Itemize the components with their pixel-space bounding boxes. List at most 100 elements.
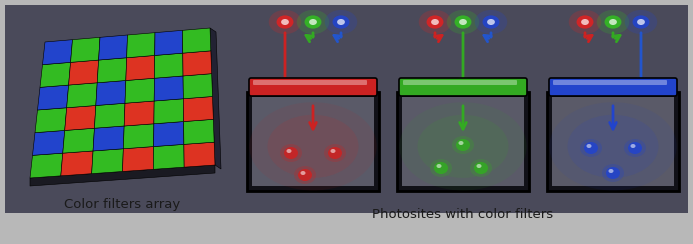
Polygon shape [93, 126, 124, 151]
Ellipse shape [427, 15, 444, 29]
Polygon shape [94, 103, 125, 128]
Ellipse shape [325, 10, 358, 34]
Ellipse shape [604, 15, 622, 29]
Ellipse shape [482, 15, 500, 29]
FancyBboxPatch shape [552, 97, 674, 186]
Ellipse shape [294, 166, 316, 184]
Ellipse shape [269, 10, 301, 34]
Polygon shape [155, 53, 183, 78]
Ellipse shape [298, 169, 312, 181]
FancyBboxPatch shape [547, 92, 679, 191]
Ellipse shape [459, 19, 467, 25]
Polygon shape [123, 147, 154, 172]
Ellipse shape [324, 144, 346, 162]
Polygon shape [71, 37, 100, 62]
Ellipse shape [584, 142, 598, 154]
Ellipse shape [586, 144, 592, 148]
Polygon shape [182, 28, 211, 53]
FancyBboxPatch shape [403, 80, 517, 85]
Ellipse shape [477, 164, 482, 168]
Ellipse shape [284, 147, 298, 159]
Ellipse shape [577, 15, 593, 29]
Polygon shape [154, 99, 184, 124]
FancyBboxPatch shape [252, 97, 374, 186]
FancyBboxPatch shape [253, 80, 367, 85]
Ellipse shape [280, 144, 302, 162]
Ellipse shape [304, 15, 322, 29]
Ellipse shape [625, 10, 657, 34]
FancyBboxPatch shape [402, 97, 524, 186]
Ellipse shape [633, 15, 649, 29]
Ellipse shape [301, 171, 306, 175]
Polygon shape [37, 85, 69, 110]
Polygon shape [153, 144, 184, 169]
Polygon shape [33, 131, 64, 155]
Polygon shape [42, 40, 73, 65]
Polygon shape [30, 165, 215, 186]
FancyBboxPatch shape [397, 92, 529, 191]
Ellipse shape [470, 159, 492, 177]
Ellipse shape [569, 10, 602, 34]
Ellipse shape [328, 147, 342, 159]
Polygon shape [61, 151, 93, 176]
Ellipse shape [309, 19, 317, 25]
Ellipse shape [581, 19, 589, 25]
Ellipse shape [431, 19, 439, 25]
Polygon shape [96, 81, 126, 105]
Polygon shape [154, 76, 184, 101]
Ellipse shape [608, 169, 613, 173]
Polygon shape [184, 96, 213, 122]
Ellipse shape [281, 19, 289, 25]
FancyBboxPatch shape [249, 78, 377, 96]
Ellipse shape [452, 136, 474, 154]
Polygon shape [67, 83, 97, 108]
Ellipse shape [267, 115, 358, 178]
Polygon shape [40, 62, 71, 87]
Ellipse shape [474, 162, 488, 174]
Polygon shape [184, 119, 214, 144]
Ellipse shape [631, 144, 635, 148]
Ellipse shape [455, 15, 471, 29]
Polygon shape [35, 108, 67, 133]
Ellipse shape [337, 19, 345, 25]
Ellipse shape [297, 10, 329, 34]
Polygon shape [97, 58, 127, 83]
FancyBboxPatch shape [247, 92, 379, 191]
Polygon shape [184, 142, 215, 167]
Ellipse shape [624, 139, 646, 157]
Ellipse shape [487, 19, 495, 25]
Ellipse shape [333, 15, 349, 29]
Ellipse shape [580, 139, 602, 157]
Ellipse shape [597, 10, 629, 34]
Polygon shape [98, 35, 128, 60]
Polygon shape [127, 33, 155, 58]
Ellipse shape [609, 19, 617, 25]
Ellipse shape [637, 19, 645, 25]
Ellipse shape [456, 139, 470, 151]
FancyBboxPatch shape [399, 78, 527, 96]
Polygon shape [91, 149, 123, 174]
Ellipse shape [602, 164, 624, 182]
Polygon shape [183, 74, 213, 99]
Text: Color filters array: Color filters array [64, 198, 180, 211]
Polygon shape [155, 30, 183, 55]
Ellipse shape [399, 102, 527, 191]
Ellipse shape [475, 10, 507, 34]
Ellipse shape [550, 102, 676, 191]
Polygon shape [69, 60, 98, 85]
Polygon shape [125, 78, 155, 103]
Polygon shape [63, 128, 94, 153]
Ellipse shape [430, 159, 452, 177]
Ellipse shape [419, 10, 451, 34]
Polygon shape [124, 101, 154, 126]
Polygon shape [64, 105, 96, 131]
Ellipse shape [277, 15, 293, 29]
Text: Photosites with color filters: Photosites with color filters [372, 208, 554, 221]
FancyBboxPatch shape [549, 78, 677, 96]
Polygon shape [123, 124, 154, 149]
Ellipse shape [417, 115, 509, 178]
Ellipse shape [459, 141, 464, 145]
FancyBboxPatch shape [5, 5, 688, 213]
Ellipse shape [437, 164, 441, 168]
Ellipse shape [286, 149, 292, 153]
